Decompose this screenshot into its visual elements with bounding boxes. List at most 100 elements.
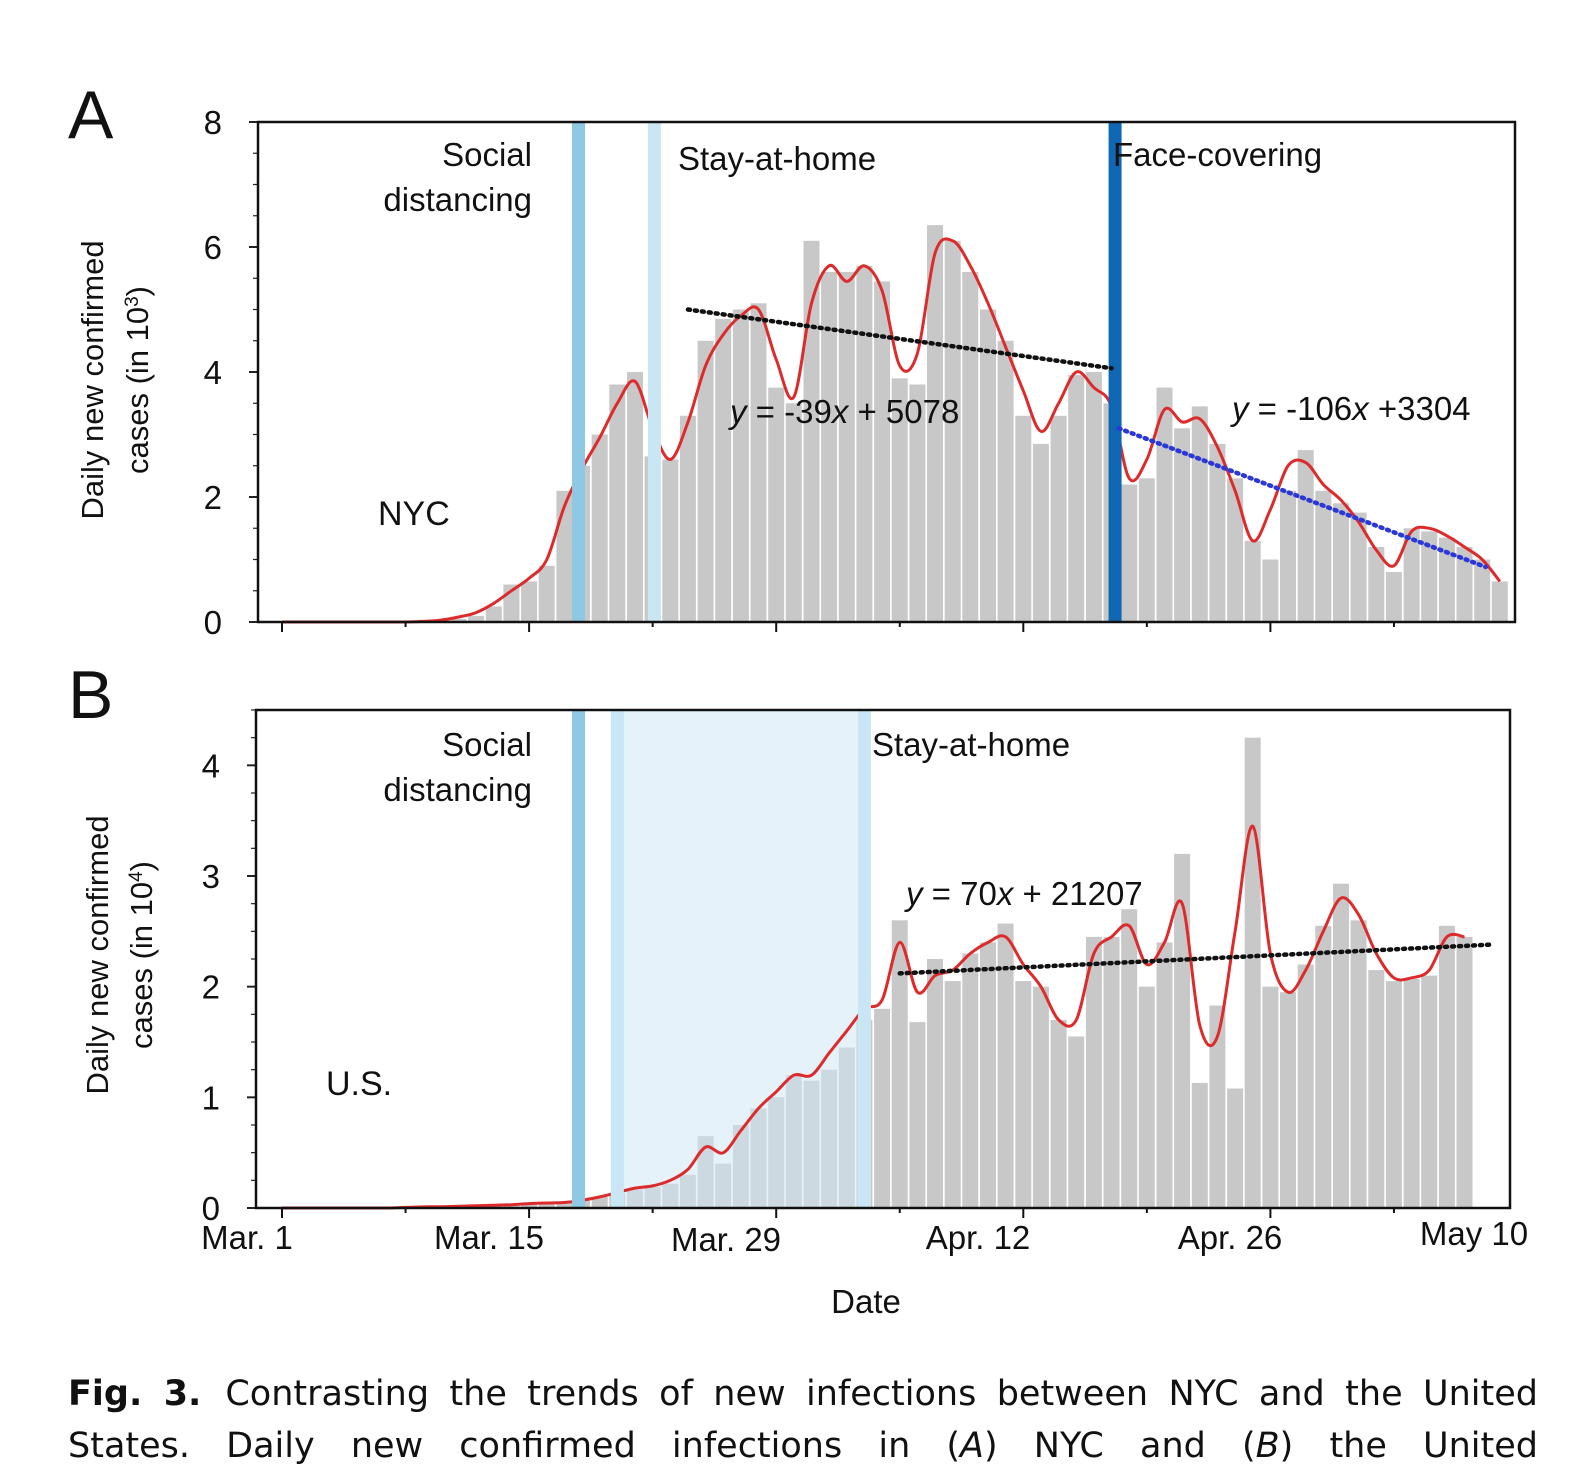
- bar-a-37: [927, 225, 943, 622]
- x-tick-label-apr-26: Apr. 26: [1178, 1219, 1283, 1256]
- bar-b-36: [909, 1022, 926, 1208]
- bar-a-61: [1350, 512, 1367, 622]
- bar-b-44: [1050, 1019, 1067, 1208]
- bar-b-60: [1333, 883, 1349, 1208]
- panel-b-fit-equation: y = 70x + 21207: [904, 875, 1143, 912]
- panel-a-letter: A: [68, 77, 114, 153]
- bar-a-18: [591, 434, 608, 622]
- y-tick-label-a-6: 6: [204, 229, 222, 266]
- bar-b-63: [1385, 981, 1402, 1208]
- bar-a-31: [821, 272, 838, 622]
- panel-b-event-label-social-2: distancing: [383, 771, 532, 808]
- bar-a-36: [909, 384, 926, 622]
- bar-a-41: [997, 340, 1014, 623]
- bar-a-32: [838, 272, 855, 622]
- bar-a-19: [609, 384, 626, 622]
- panel-a-event-label-social-1: Social: [442, 136, 532, 173]
- y-tick-label-a-0: 0: [204, 604, 222, 641]
- bar-b-16: [556, 1202, 573, 1208]
- bar-b-15: [538, 1202, 555, 1208]
- bar-a-24: [697, 340, 714, 623]
- bar-a-58: [1297, 450, 1314, 622]
- bar-a-60: [1333, 503, 1349, 623]
- bar-b-66: [1438, 925, 1455, 1208]
- caption-text-a: A: [960, 1426, 984, 1466]
- bar-a-44: [1050, 415, 1067, 623]
- figure: A 0 2 4 6 8 NYC Daily new confirmed cases (i…: [68, 77, 1528, 1320]
- bar-a-39: [962, 272, 979, 622]
- bar-a-34: [874, 281, 891, 622]
- bar-b-14: [521, 1203, 538, 1208]
- x-axis-label: Date: [831, 1283, 901, 1320]
- bar-b-52: [1191, 1082, 1208, 1208]
- bar-b-55: [1244, 737, 1261, 1208]
- bar-a-15: [538, 565, 555, 623]
- bar-b-50: [1156, 942, 1173, 1208]
- fit-line-a-0: [685, 307, 1114, 371]
- panel-a-event-label-stay-at-home: Stay-at-home: [678, 140, 876, 177]
- y-tick-label-a-4: 4: [204, 354, 222, 391]
- plot-frame-a: [256, 120, 1517, 624]
- bar-a-43: [1032, 443, 1049, 622]
- bar-a-30: [803, 240, 820, 623]
- shaded-period-b: [617, 710, 865, 1208]
- event-marker-a-1: [647, 122, 661, 622]
- bar-a-67: [1456, 547, 1473, 622]
- x-tick-label-may-10: May 10: [1420, 1215, 1528, 1252]
- panel-a-event-label-face-covering: Face-covering: [1113, 136, 1322, 173]
- bar-a-27: [750, 303, 767, 623]
- bar-a-23: [679, 415, 696, 623]
- panel-a-plot-area: 0 2 4 6 8: [204, 104, 1517, 641]
- bar-b-61: [1350, 920, 1367, 1208]
- panel-a-fit-equation-1: y = -39x + 5078: [728, 393, 959, 430]
- panel-a: A 0 2 4 6 8 NYC Daily new confirmed cases (i…: [68, 77, 1517, 641]
- caption-text-2: ) NYC and (: [984, 1426, 1256, 1466]
- bar-b-35: [891, 920, 908, 1208]
- bar-b-67: [1456, 936, 1473, 1208]
- x-tick-label-apr-12: Apr. 12: [926, 1219, 1031, 1256]
- bar-b-59: [1315, 925, 1332, 1208]
- bar-a-57: [1280, 490, 1296, 623]
- y-tick-label-a-8: 8: [204, 104, 222, 141]
- bar-a-12: [485, 606, 502, 622]
- bar-b-48: [1121, 909, 1138, 1208]
- bar-b-13: [503, 1204, 520, 1208]
- bar-a-49: [1138, 478, 1155, 623]
- bar-a-53: [1209, 443, 1226, 622]
- bar-a-69: [1491, 581, 1508, 622]
- panel-b-y-axis-label-line1: Daily new confirmed: [80, 815, 115, 1094]
- y-tick-label-b-3: 3: [202, 858, 220, 895]
- bar-b-57: [1280, 992, 1296, 1208]
- y-tick-label-b-2: 2: [202, 969, 220, 1006]
- bar-a-54: [1227, 478, 1244, 623]
- bar-a-16: [556, 490, 573, 623]
- bar-a-26: [732, 309, 749, 622]
- panel-b-event-label-social-1: Social: [442, 726, 532, 763]
- panel-a-y-axis-label-line1: Daily new confirmed: [75, 240, 110, 519]
- bar-a-38: [944, 240, 961, 623]
- y-tick-label-a-2: 2: [204, 479, 222, 516]
- bar-a-45: [1068, 375, 1085, 622]
- y-tick-label-b-4: 4: [202, 747, 220, 784]
- bar-b-34: [874, 1008, 891, 1208]
- bar-a-55: [1244, 540, 1261, 623]
- bar-b-47: [1103, 936, 1120, 1208]
- bar-a-42: [1015, 415, 1032, 623]
- bar-b-54: [1227, 1088, 1244, 1208]
- bar-a-29: [785, 403, 802, 623]
- bar-a-14: [521, 581, 538, 622]
- figure-caption-label: Fig. 3.: [68, 1374, 202, 1414]
- panel-a-y-axis-label-line2: cases (in 103): [120, 286, 155, 474]
- bar-a-40: [980, 309, 996, 622]
- bar-a-28: [768, 387, 785, 622]
- panel-b-event-label-stay-at-home: Stay-at-home: [872, 726, 1070, 763]
- bar-a-33: [856, 265, 873, 623]
- bar-a-63: [1385, 572, 1402, 622]
- panel-b: B 0 1 2 3 4 U.S. Daily new confirmed cases (…: [68, 657, 1528, 1320]
- plot-frame-b: [254, 708, 1512, 1210]
- bar-b-64: [1403, 978, 1420, 1208]
- bar-a-25: [715, 318, 732, 622]
- trend-line-a: [282, 237, 1501, 624]
- bar-a-10: [450, 618, 467, 622]
- bar-b-38: [944, 981, 961, 1208]
